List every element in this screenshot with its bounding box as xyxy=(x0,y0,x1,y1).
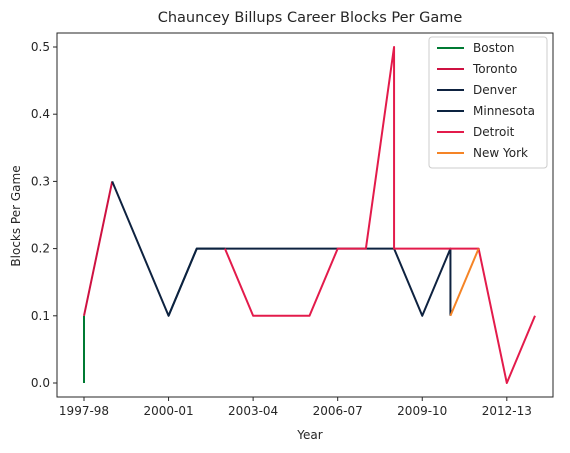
x-tick-label: 2009-10 xyxy=(397,404,447,418)
y-tick-label: 0.5 xyxy=(31,40,50,54)
chart-title: Chauncey Billups Career Blocks Per Game xyxy=(158,10,463,26)
series-line-detroit xyxy=(224,46,536,384)
y-axis: 0.0 0.1 0.2 0.3 0.4 0.5 xyxy=(31,40,57,390)
x-tick-label: 2006-07 xyxy=(313,404,363,418)
y-tick-label: 0.0 xyxy=(31,376,50,390)
x-tick-label: 1997-98 xyxy=(59,404,109,418)
legend-label: Toronto xyxy=(472,62,517,76)
x-axis-title: Year xyxy=(296,428,322,442)
y-tick-label: 0.2 xyxy=(31,242,50,256)
x-tick-label: 2003-04 xyxy=(228,404,278,418)
legend-label: Minnesota xyxy=(473,104,535,118)
x-tick-label: 2000-01 xyxy=(143,404,193,418)
legend-label: Denver xyxy=(473,83,517,97)
series-layer xyxy=(83,46,536,384)
legend-label: Detroit xyxy=(473,125,515,139)
x-tick-label: 2012-13 xyxy=(482,404,532,418)
series-line-new-york xyxy=(449,248,480,317)
series-line-minnesota xyxy=(167,247,225,317)
legend: Boston Toronto Denver Minnesota Detroit New Y… xyxy=(428,36,548,169)
y-tick-label: 0.4 xyxy=(31,107,50,121)
legend-label: New York xyxy=(473,146,528,160)
y-tick-label: 0.1 xyxy=(31,309,50,323)
y-axis-title: Blocks Per Game xyxy=(9,165,23,266)
y-tick-label: 0.3 xyxy=(31,174,50,188)
legend-label: Boston xyxy=(473,41,514,55)
x-axis: 1997-98 2000-01 2003-04 2006-07 2009-10 2012-… xyxy=(59,397,532,418)
series-line-toronto xyxy=(83,181,114,317)
plot-frame xyxy=(56,32,554,398)
